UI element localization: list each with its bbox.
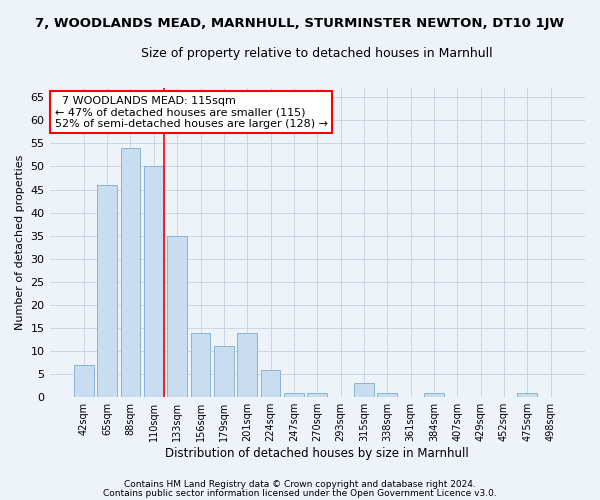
Bar: [191, 332, 211, 397]
Y-axis label: Number of detached properties: Number of detached properties: [15, 155, 25, 330]
Bar: [354, 384, 374, 397]
Bar: [214, 346, 234, 397]
Bar: [517, 392, 538, 397]
Bar: [307, 392, 327, 397]
Bar: [97, 185, 117, 397]
Bar: [284, 392, 304, 397]
Bar: [144, 166, 164, 397]
Text: 7, WOODLANDS MEAD, MARNHULL, STURMINSTER NEWTON, DT10 1JW: 7, WOODLANDS MEAD, MARNHULL, STURMINSTER…: [35, 18, 565, 30]
Title: Size of property relative to detached houses in Marnhull: Size of property relative to detached ho…: [142, 48, 493, 60]
Text: Contains public sector information licensed under the Open Government Licence v3: Contains public sector information licen…: [103, 488, 497, 498]
Text: 7 WOODLANDS MEAD: 115sqm  
← 47% of detached houses are smaller (115)
52% of sem: 7 WOODLANDS MEAD: 115sqm ← 47% of detach…: [55, 96, 328, 129]
Bar: [260, 370, 280, 397]
Bar: [74, 365, 94, 397]
Bar: [238, 332, 257, 397]
Bar: [377, 392, 397, 397]
Bar: [121, 148, 140, 397]
Text: Contains HM Land Registry data © Crown copyright and database right 2024.: Contains HM Land Registry data © Crown c…: [124, 480, 476, 489]
Bar: [167, 236, 187, 397]
X-axis label: Distribution of detached houses by size in Marnhull: Distribution of detached houses by size …: [166, 447, 469, 460]
Bar: [424, 392, 444, 397]
